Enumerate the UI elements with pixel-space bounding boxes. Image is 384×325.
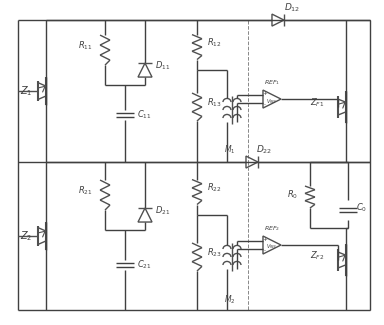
Text: -: - <box>264 248 266 253</box>
Text: $Z_1$: $Z_1$ <box>20 84 32 98</box>
Text: $M_2$: $M_2$ <box>224 293 236 306</box>
Text: $V_{REF}$: $V_{REF}$ <box>266 242 278 252</box>
Text: $D_{21}$: $D_{21}$ <box>155 205 170 217</box>
Bar <box>248 162 370 310</box>
Text: $M_1$: $M_1$ <box>224 144 236 156</box>
Text: $R_0$: $R_0$ <box>287 189 298 201</box>
Text: $D_{12}$: $D_{12}$ <box>284 2 300 14</box>
Text: $Z_{F1}$: $Z_{F1}$ <box>310 97 324 109</box>
Bar <box>248 20 370 162</box>
Text: $R_{21}$: $R_{21}$ <box>78 185 93 197</box>
Text: $Z_2$: $Z_2$ <box>20 229 32 243</box>
Text: $R_{13}$: $R_{13}$ <box>207 97 222 109</box>
Text: $R_{23}$: $R_{23}$ <box>207 247 222 259</box>
Text: $V_{REF}$: $V_{REF}$ <box>266 97 278 106</box>
Text: -: - <box>264 102 266 107</box>
Text: $REF_2$: $REF_2$ <box>264 224 280 233</box>
Text: $REF_1$: $REF_1$ <box>264 78 280 87</box>
Text: $Z_{F2}$: $Z_{F2}$ <box>310 250 324 262</box>
Text: +: + <box>263 91 267 96</box>
Text: $C_{21}$: $C_{21}$ <box>137 259 152 271</box>
Text: $R_{22}$: $R_{22}$ <box>207 182 222 194</box>
Text: $D_{22}$: $D_{22}$ <box>256 144 272 156</box>
Text: $R_{12}$: $R_{12}$ <box>207 37 222 49</box>
Text: $R_{11}$: $R_{11}$ <box>78 40 93 52</box>
Text: +: + <box>263 237 267 242</box>
Text: $C_0$: $C_0$ <box>356 202 367 214</box>
Text: $D_{11}$: $D_{11}$ <box>155 60 170 72</box>
Text: $C_{11}$: $C_{11}$ <box>137 109 152 121</box>
